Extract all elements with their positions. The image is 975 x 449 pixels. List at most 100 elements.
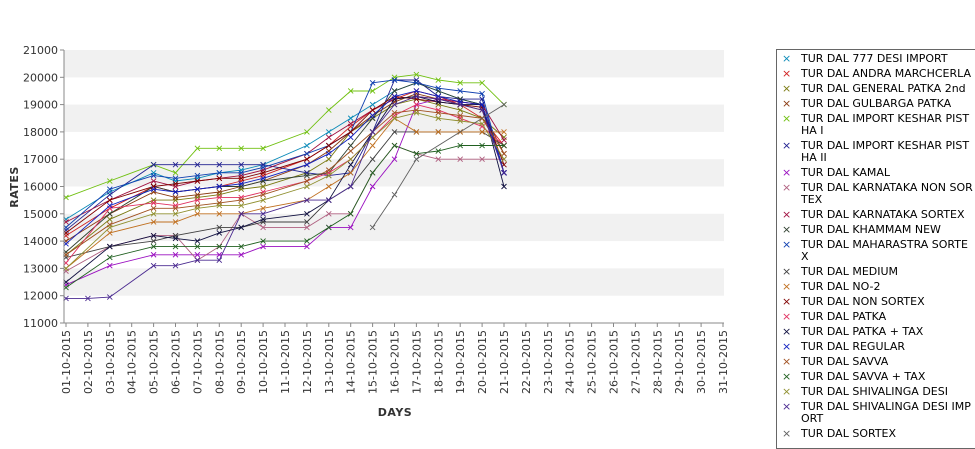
series-line [65,144,504,288]
data-point [501,170,507,176]
data-point [260,164,266,171]
series [63,88,507,247]
data-point [106,178,113,184]
x-tick-label: 27-10-2015 [629,330,642,394]
data-point [216,257,223,264]
data-point [216,145,223,152]
data-point [391,156,398,163]
series-line [65,117,504,269]
data-point [325,134,332,141]
x-tick-label: 14-10-2015 [345,330,358,394]
legend-item: × TUR DAL NO-2 [777,281,975,293]
data-point [369,170,376,176]
legend-item: × TUR DAL PATKA + TAX [777,326,975,338]
data-point [304,183,310,190]
data-point [304,243,310,250]
data-point [325,183,332,190]
data-point [413,71,420,78]
data-point [479,79,485,86]
legend-label: TUR DAL GENERAL PATKA 2nd [801,82,966,95]
data-point [304,238,310,244]
data-point [172,251,179,258]
data-point [457,88,464,94]
data-point [325,197,332,203]
data-point [238,161,245,168]
series-line [372,104,505,228]
data-point [150,243,157,250]
x-tick-label: 13-10-2015 [323,330,336,394]
data-point [216,183,223,190]
data-point [85,295,91,302]
data-point [391,142,398,149]
legend-label: TUR DAL IMPORT KESHAR PISTHA I [801,112,970,137]
y-tick-label: 13000 [23,262,58,275]
data-point [369,112,376,119]
data-point [435,109,442,116]
data-point [391,191,398,198]
data-point [413,93,420,100]
data-point [172,243,179,250]
x-tick-label: 06-10-2015 [170,330,183,394]
y-tick-label: 15000 [23,208,58,221]
x-tick-label: 25-10-2015 [586,330,599,394]
data-point [150,186,157,193]
data-point [347,120,354,127]
data-point [347,129,354,135]
data-point [106,230,113,236]
data-point [172,205,179,212]
data-point [260,210,266,217]
data-point [172,219,179,225]
data-point [216,189,223,195]
data-point [194,257,201,264]
legend-label: TUR DAL IMPORT KESHAR PISTHA II [801,139,970,164]
data-point [194,161,201,168]
data-point [369,142,376,149]
line-chart: 11000 12000 13000 14000 15000 16000 17000 18000… [8,44,730,419]
x-tick-label: 15-10-2015 [367,330,380,394]
x-tick-label: 21-10-2015 [498,330,511,394]
data-point [260,175,266,182]
legend-marker-icon: × [782,340,792,353]
series-line [65,95,505,283]
legend-item: × TUR DAL GENERAL PATKA 2nd [777,83,975,95]
data-point [501,183,507,190]
data-point [457,156,464,163]
data-point [194,191,201,198]
data-point [106,224,113,231]
legend-item: × TUR DAL REGULAR [777,341,975,353]
grid-band [64,159,724,187]
data-point [369,224,376,231]
data-point [260,197,266,203]
x-tick-label: 28-10-2015 [651,330,664,394]
legend-item: × TUR DAL SHIVALINGA DESI [777,386,975,398]
data-point [150,172,157,179]
series-line [65,79,505,228]
data-point [106,243,113,250]
legend-label: TUR DAL KHAMMAM NEW [801,223,941,236]
data-point [194,178,201,184]
data-point [391,93,398,100]
data-point [325,107,332,113]
series-line [65,112,505,269]
data-point [413,129,420,135]
series-line [65,144,504,272]
legend-marker-icon: × [782,223,792,236]
data-point [413,101,420,108]
data-point [172,170,179,176]
data-point [347,224,354,231]
data-point [172,180,179,187]
data-point [457,79,464,86]
data-point [106,191,113,198]
data-point [347,88,354,94]
data-point [369,129,376,135]
data-point [369,183,376,190]
data-point [194,251,201,258]
legend-label: TUR DAL SAVVA + TAX [801,370,926,383]
legend-marker-icon: × [782,310,792,323]
data-point [435,156,442,163]
legend-item: × TUR DAL PATKA [777,311,975,323]
x-tick-label: 29-10-2015 [673,330,686,394]
x-tick-label: 16-10-2015 [389,330,402,394]
data-point [304,150,310,157]
legend-marker-icon: × [782,181,792,194]
